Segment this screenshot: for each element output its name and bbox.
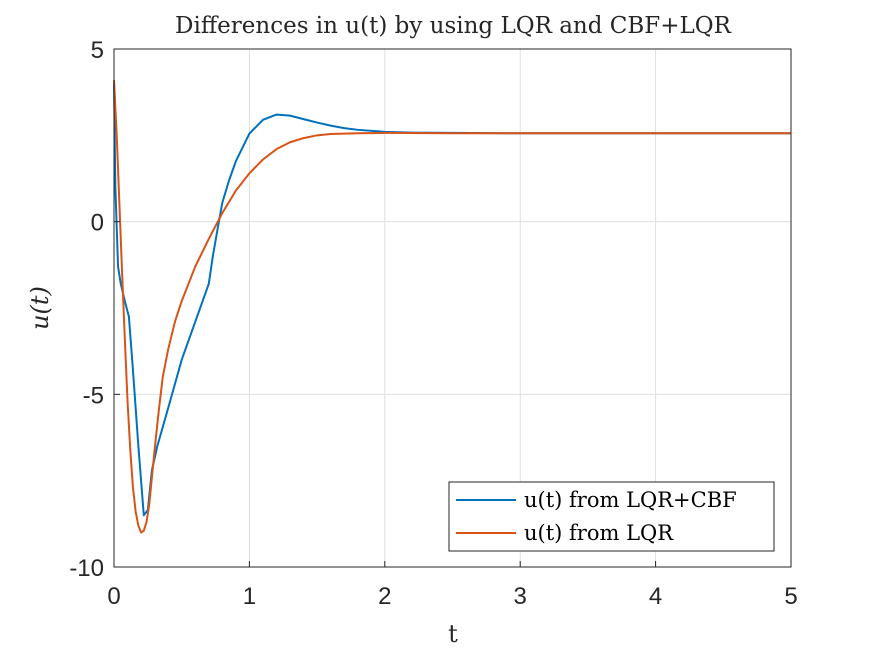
series-line-lqr — [113, 80, 791, 534]
x-axis-label: t — [448, 620, 458, 648]
x-tick-label: 1 — [243, 583, 256, 610]
legend-label-lqr-cbf: u(t) from LQR+CBF — [524, 488, 737, 512]
y-tick-label: 0 — [91, 210, 104, 237]
plot-area — [113, 48, 792, 568]
chart-title: Differences in u(t) by using LQR and CBF… — [175, 13, 732, 39]
y-tick-label: 5 — [91, 37, 104, 64]
tick-marks — [113, 48, 792, 568]
y-tick-labels: 5 0 -5 -10 — [69, 37, 104, 582]
legend-box — [448, 481, 775, 552]
x-tick-label: 0 — [107, 583, 120, 610]
series-layer — [113, 80, 791, 534]
x-tick-label: 3 — [514, 583, 527, 610]
series-line-lqr-cbf — [113, 83, 791, 517]
y-axis-label: u(t) — [26, 286, 54, 330]
axes-box — [113, 48, 792, 568]
x-tick-label: 4 — [649, 583, 662, 610]
x-tick-label: 2 — [378, 583, 391, 610]
x-tick-labels: 0 1 2 3 4 5 — [107, 583, 797, 610]
x-tick-label: 5 — [784, 583, 797, 610]
legend-label-lqr: u(t) from LQR — [524, 521, 674, 545]
y-tick-label: -5 — [83, 382, 104, 409]
y-tick-label: -10 — [69, 555, 104, 582]
legend: u(t) from LQR+CBF u(t) from LQR — [448, 481, 775, 552]
plot-background — [114, 49, 791, 567]
